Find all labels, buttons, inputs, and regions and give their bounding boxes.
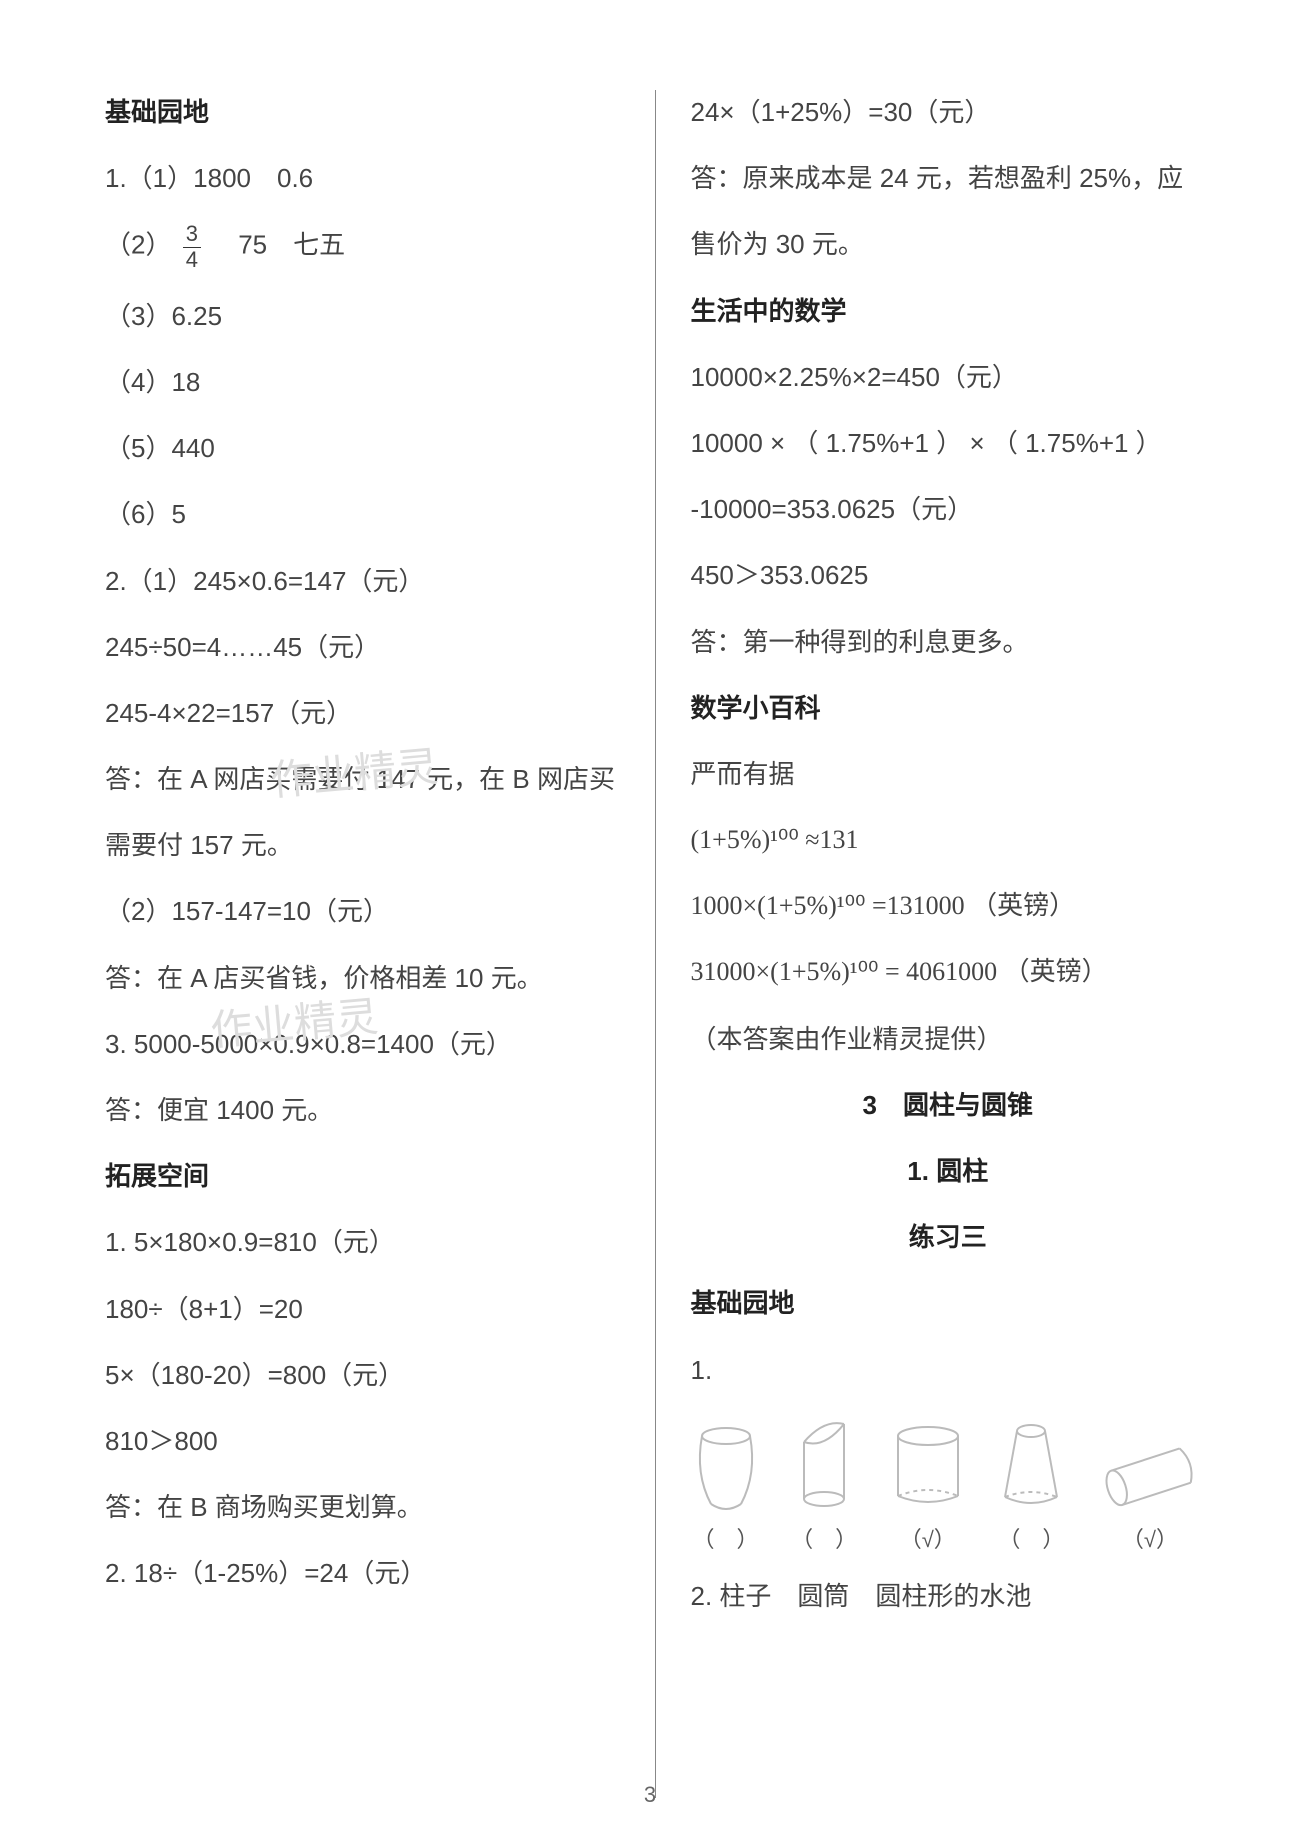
- text-line: 2.（1）245×0.6=147（元）: [105, 559, 620, 603]
- heading-shuxue: 数学小百科: [691, 686, 1206, 730]
- text: （2）: [105, 230, 171, 260]
- fraction-numerator: 3: [183, 222, 201, 247]
- fraction-denominator: 4: [183, 248, 201, 272]
- text-line: 245-4×22=157（元）: [105, 691, 620, 735]
- text-line: 1.（1）1800 0.6: [105, 156, 620, 200]
- shape-item-1: （ ）: [691, 1424, 761, 1554]
- text-line: （4）18: [105, 360, 620, 404]
- tilted-cylinder-icon: [1095, 1439, 1205, 1514]
- text-line: 2. 18÷（1-25%）=24（元）: [105, 1551, 620, 1595]
- text-line: 严而有据: [691, 752, 1206, 796]
- text-line: 5×（180-20）=800（元）: [105, 1353, 620, 1397]
- shape-label: （√）: [1095, 1522, 1205, 1554]
- right-column: 24×（1+25%）=30（元） 答：原来成本是 24 元，若想盈利 25%，应…: [656, 90, 1221, 1798]
- text-line: （5）440: [105, 426, 620, 470]
- text-line: （2） 3 4 75 七五: [105, 222, 620, 271]
- text-line: 答：在 B 商场购买更划算。: [105, 1485, 620, 1529]
- heading-unit3: 3 圆柱与圆锥: [691, 1083, 1206, 1127]
- text-line: 1. 5×180×0.9=810（元）: [105, 1220, 620, 1264]
- barrel-icon: [691, 1424, 761, 1514]
- heading-jichu: 基础园地: [105, 90, 620, 134]
- shape-label: （√）: [888, 1522, 968, 1554]
- text: 75 七五: [212, 230, 345, 260]
- heading-tuozhan: 拓展空间: [105, 1154, 620, 1198]
- shapes-row: （ ） （ ） （√: [691, 1414, 1206, 1554]
- text-line: 245÷50=4……45（元）: [105, 625, 620, 669]
- page: 作业精灵 作业精灵 基础园地 1.（1）1800 0.6 （2） 3 4 75 …: [0, 0, 1300, 1838]
- text-line: （3）6.25: [105, 294, 620, 338]
- text-line: 售价为 30 元。: [691, 222, 1206, 266]
- text-line: 答：在 A 店买省钱，价格相差 10 元。: [105, 956, 620, 1000]
- text-line: -10000=353.0625（元）: [691, 487, 1206, 531]
- text-line: 需要付 157 元。: [105, 823, 620, 867]
- text-line: (1+5%)¹⁰⁰ ≈131: [691, 818, 1206, 862]
- fraction: 3 4: [183, 222, 201, 271]
- slanted-cylinder-icon: [794, 1414, 854, 1514]
- frustum-icon: [999, 1419, 1064, 1514]
- text-line: 24×（1+25%）=30（元）: [691, 90, 1206, 134]
- text-line: 1000×(1+5%)¹⁰⁰ =131000 （英镑）: [691, 884, 1206, 928]
- text-line: （本答案由作业精灵提供）: [691, 1017, 1206, 1061]
- shape-label: （ ）: [998, 1522, 1064, 1554]
- text-line: 答：在 A 网店买需要付 147 元，在 B 网店买: [105, 757, 620, 801]
- heading-lianxi3: 练习三: [691, 1215, 1206, 1259]
- shape-label: （ ）: [691, 1522, 761, 1554]
- shape-item-4: （ ）: [998, 1419, 1064, 1554]
- shape-item-5: （√）: [1095, 1439, 1205, 1554]
- shape-item-2: （ ）: [791, 1414, 857, 1554]
- text-line: 10000×2.25%×2=450（元）: [691, 355, 1206, 399]
- page-number: 3: [644, 1782, 656, 1808]
- text-line: 180÷（8+1）=20: [105, 1287, 620, 1331]
- shape-label: （ ）: [791, 1522, 857, 1554]
- text-line: （2）157-147=10（元）: [105, 889, 620, 933]
- text-line: 810＞800: [105, 1419, 620, 1463]
- text-line: 2. 柱子 圆筒 圆柱形的水池: [691, 1574, 1206, 1618]
- text-line: （6）5: [105, 492, 620, 536]
- heading-yuanzhu: 1. 圆柱: [691, 1149, 1206, 1193]
- text-line: 1.: [691, 1348, 1206, 1392]
- text-line: 31000×(1+5%)¹⁰⁰ = 4061000 （英镑）: [691, 950, 1206, 994]
- text-line: 450＞353.0625: [691, 553, 1206, 597]
- text-line: 答：原来成本是 24 元，若想盈利 25%，应: [691, 156, 1206, 200]
- text-line: 答：便宜 1400 元。: [105, 1088, 620, 1132]
- heading-jichu2: 基础园地: [691, 1281, 1206, 1325]
- shape-item-3: （√）: [888, 1424, 968, 1554]
- left-column: 基础园地 1.（1）1800 0.6 （2） 3 4 75 七五 （3）6.25…: [90, 90, 656, 1798]
- heading-shenghuo: 生活中的数学: [691, 289, 1206, 333]
- cylinder-icon: [888, 1424, 968, 1514]
- text-line: 10000 × （ 1.75%+1 ） × （ 1.75%+1 ）: [691, 421, 1206, 465]
- text-line: 答：第一种得到的利息更多。: [691, 620, 1206, 664]
- text-line: 3. 5000-5000×0.9×0.8=1400（元）: [105, 1022, 620, 1066]
